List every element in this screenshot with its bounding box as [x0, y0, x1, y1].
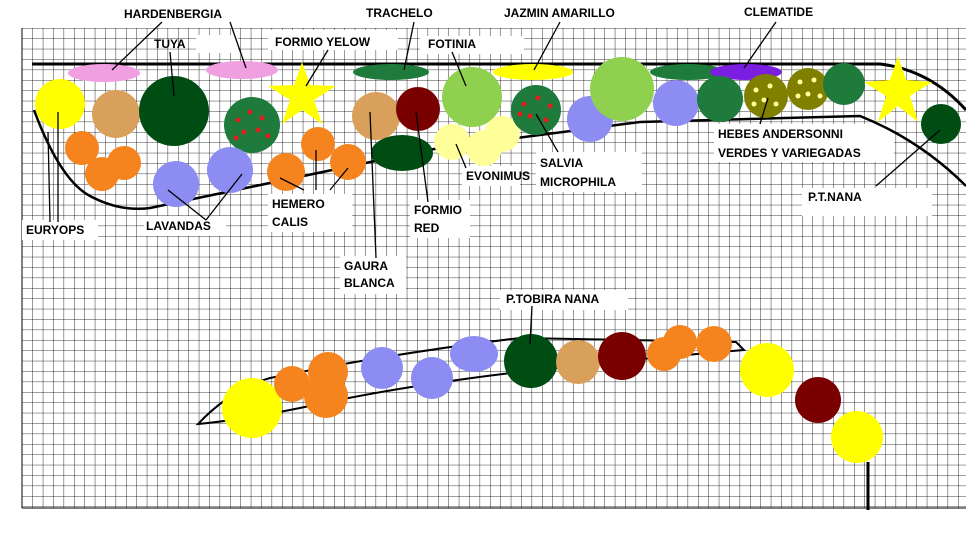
hebe-green-1 — [697, 76, 743, 122]
jazmin-amarillo-plant — [493, 64, 573, 80]
lower-orange-5 — [663, 325, 697, 359]
evonimus-3 — [484, 116, 520, 152]
label-jazmin-amarillo: JAZMIN AMARILLO — [504, 6, 615, 20]
lower-lavender-3 — [450, 336, 498, 372]
lower-yellow-3 — [831, 411, 883, 463]
lavanda-2 — [207, 147, 253, 193]
formio-red-plant — [396, 87, 440, 131]
hardenbergia-right — [206, 61, 278, 79]
trachelo-plant — [353, 64, 429, 80]
lower-yellow-1 — [222, 378, 282, 438]
hebe-variegated-2-dots — [795, 77, 823, 99]
tuya-plant — [139, 76, 209, 146]
label-gaura-line1: GAURA — [344, 259, 388, 273]
evonimus-1 — [434, 124, 470, 160]
gaura-left-plant — [92, 90, 140, 138]
hemerocalis-2 — [301, 127, 335, 161]
hemerocalis-3 — [330, 144, 366, 180]
label-clematide: CLEMATIDE — [744, 5, 813, 19]
clematide-green — [650, 64, 726, 80]
lower-orange-6 — [696, 326, 732, 362]
salvia-left-plant — [224, 97, 280, 153]
lower-tan — [556, 340, 600, 384]
salvia-microphila-plant — [511, 85, 561, 135]
lavanda-1 — [153, 161, 199, 207]
orange-1 — [65, 131, 99, 165]
label-p-tobira-nana: P.TOBIRA NANA — [506, 292, 599, 306]
lower-maroon-1 — [598, 332, 646, 380]
label-euryops: EURYOPS — [26, 223, 84, 237]
hebe-variegated-2 — [787, 68, 829, 110]
light-green-mid — [590, 57, 654, 121]
lower-orange-1 — [274, 366, 310, 402]
salvia-left-dots — [233, 109, 271, 141]
lower-maroon-2 — [795, 377, 841, 423]
label-hebes-line1: HEBES ANDERSONNI — [718, 127, 843, 141]
label-pt-nana: P.T.NANA — [808, 190, 862, 204]
label-trachelo: TRACHELO — [366, 6, 433, 20]
lower-yellow-2 — [740, 343, 794, 397]
label-hemero-line2: CALIS — [272, 215, 308, 229]
label-salvia-line1: SALVIA — [540, 156, 583, 170]
dark-green-shrub — [371, 135, 433, 171]
lavender-right — [653, 80, 699, 126]
upper-bed-top-edge — [32, 62, 966, 112]
fotinia-plant — [442, 67, 502, 127]
label-fotinia: FOTINIA — [428, 37, 476, 51]
label-salvia-line2: MICROPHILA — [540, 175, 616, 189]
label-formio-yelow: FORMIO YELOW — [275, 35, 371, 49]
salvia-microphila-dots — [517, 95, 553, 123]
euryops-plant — [35, 79, 85, 129]
lower-lavender-1 — [361, 347, 403, 389]
gaura-blanca-plant — [352, 92, 400, 140]
formio-yelow-star — [268, 62, 336, 124]
label-hemero-line1: HEMERO — [272, 197, 325, 211]
label-formio-red-line1: FORMIO — [414, 203, 462, 217]
hardenbergia-left — [68, 64, 140, 82]
hemerocalis-1 — [267, 153, 305, 191]
label-evonimus: EVONIMUS — [466, 169, 530, 183]
lower-lavender-2 — [411, 357, 453, 399]
leader-lines — [47, 21, 941, 345]
label-hardenbergia: HARDENBERGIA — [124, 7, 222, 21]
hebe-green-2 — [823, 63, 865, 105]
p-tobira-nana-plant — [504, 334, 558, 388]
hebe-variegated-1 — [744, 74, 788, 118]
label-hebes-line2: VERDES Y VARIEGADAS — [718, 146, 861, 160]
label-gaura-line2: BLANCA — [344, 276, 395, 290]
lower-orange-3 — [304, 374, 348, 418]
label-formio-red-line2: RED — [414, 221, 440, 235]
pt-nana-plant — [921, 104, 961, 144]
orange-3 — [107, 146, 141, 180]
hebe-variegated-1-dots — [751, 83, 779, 107]
label-lavandas: LAVANDAS — [146, 219, 211, 233]
yellow-star-right — [864, 56, 932, 122]
label-tuya: TUYA — [154, 37, 186, 51]
